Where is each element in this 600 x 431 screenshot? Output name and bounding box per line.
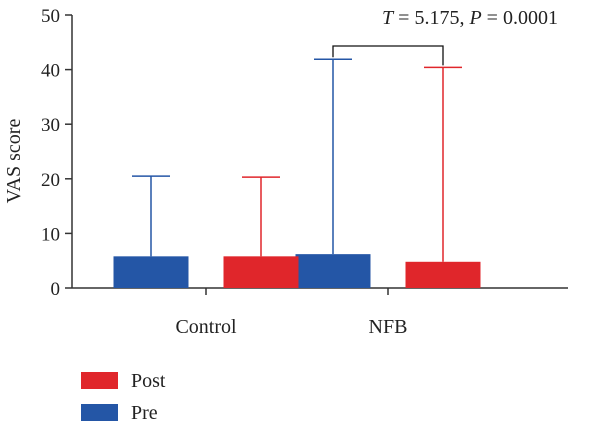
category-label: Control [175, 316, 237, 338]
bar-pre [295, 254, 371, 288]
legend: Post Pre [81, 370, 166, 424]
legend-label-post: Post [131, 370, 166, 392]
p-symbol: P [468, 7, 481, 29]
significance-annotation: T = 5.175, P = 0.0001 [382, 7, 558, 29]
error-bars [132, 45, 462, 262]
bar-post [223, 256, 299, 288]
y-tick-label: 0 [51, 279, 61, 300]
y-tick-label: 30 [41, 115, 60, 136]
y-tick-label: 20 [41, 170, 60, 191]
p-value: = 0.0001 [482, 7, 558, 29]
y-tick-label: 50 [41, 6, 60, 27]
y-tick-label: 40 [41, 61, 60, 82]
t-value: = 5.175, [393, 7, 469, 29]
bar-post [405, 261, 481, 288]
legend-label-pre: Pre [131, 402, 158, 424]
axes: 0 10 20 30 40 50 Control NFB [41, 6, 568, 338]
legend-swatch-pre [81, 404, 118, 421]
bar-pre [113, 256, 189, 288]
t-symbol: T [382, 7, 395, 29]
y-tick-label: 10 [41, 224, 60, 245]
y-axis-title: VAS score [3, 119, 25, 204]
bars [113, 254, 481, 288]
significance-bracket [332, 45, 444, 66]
legend-swatch-post [81, 372, 118, 389]
category-label: NFB [369, 316, 408, 338]
